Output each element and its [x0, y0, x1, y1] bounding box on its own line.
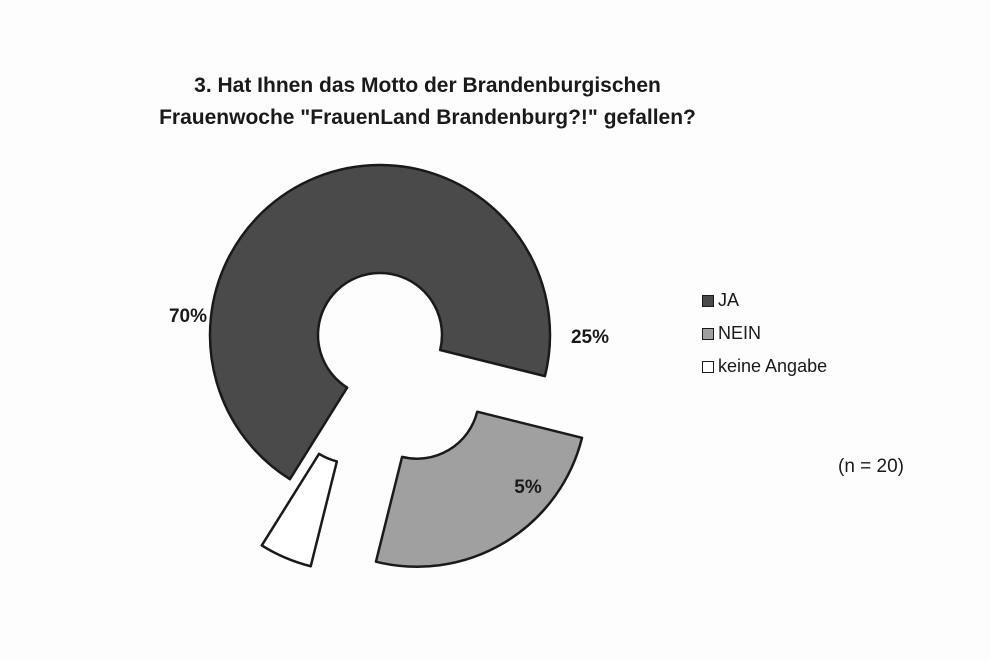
slice-label-nein: 25% — [571, 327, 609, 348]
slice-nein — [374, 410, 584, 568]
slice-label-keine-angabe: 5% — [514, 477, 542, 498]
slice-keine-angabe — [260, 452, 339, 568]
legend-swatch-keine-angabe — [702, 360, 714, 373]
legend-item-nein: NEIN — [702, 317, 827, 350]
chart-legend: JA NEIN keine Angabe — [702, 284, 827, 383]
legend-swatch-nein — [702, 327, 714, 340]
legend-item-ja: JA — [702, 284, 827, 317]
chart-title-line-1: 3. Hat Ihnen das Motto der Brandenburgis… — [194, 74, 661, 97]
legend-item-keine-angabe: keine Angabe — [702, 350, 827, 383]
sample-size-note: (n = 20) — [838, 456, 905, 477]
legend-label-ja: JA — [718, 290, 740, 310]
legend-label-nein: NEIN — [718, 323, 762, 343]
legend-label-keine-angabe: keine Angabe — [718, 356, 828, 376]
slice-label-ja: 70% — [169, 306, 207, 327]
chart-title-line-2: Frauenwoche "FrauenLand Brandenburg?!" g… — [159, 106, 696, 129]
slice-ja — [208, 163, 552, 481]
legend-swatch-ja — [702, 294, 714, 307]
chart-title: 3. Hat Ihnen das Motto der Brandenburgis… — [0, 70, 855, 134]
